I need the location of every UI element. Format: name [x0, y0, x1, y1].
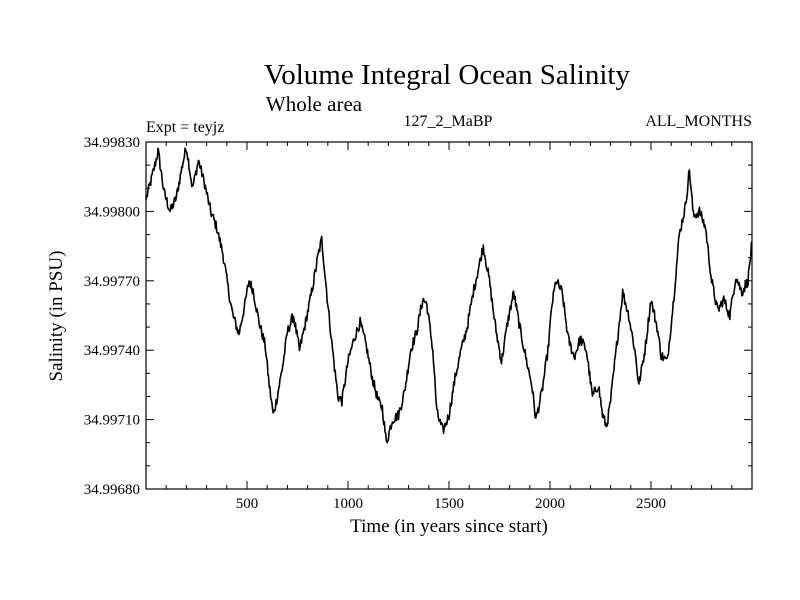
run-id-label: 127_2_MaBP	[404, 113, 493, 130]
x-tick-label: 1000	[333, 496, 363, 512]
x-axis-label: Time (in years since start)	[350, 516, 548, 537]
x-axis-ticks	[165, 142, 733, 489]
experiment-label: Expt = teyjz	[146, 119, 224, 136]
y-tick-label: 34.99800	[84, 204, 140, 220]
y-tick-label: 34.99710	[84, 413, 140, 429]
x-axis-tick-labels: 500 1000 1500 2000 2500	[236, 496, 666, 512]
y-tick-label: 34.99770	[84, 274, 140, 290]
plot-frame	[145, 141, 753, 490]
x-tick-label: 1500	[434, 496, 464, 512]
months-label: ALL_MONTHS	[645, 113, 752, 130]
x-tick-label: 2500	[636, 496, 666, 512]
y-tick-label: 34.99680	[84, 482, 140, 498]
salinity-series-line	[145, 147, 753, 444]
y-axis-ticks	[146, 141, 752, 490]
x-tick-label: 500	[236, 496, 259, 512]
y-tick-label: 34.99830	[84, 135, 140, 151]
chart-title: Volume Integral Ocean Salinity	[264, 59, 630, 91]
chart-subtitle: Whole area	[266, 92, 363, 116]
y-axis-label: Salinity (in PSU)	[46, 251, 67, 382]
y-tick-label: 34.99740	[84, 343, 140, 359]
y-axis-tick-labels: 34.99680 34.99710 34.99740 34.99770 34.99800…	[84, 135, 140, 498]
x-tick-label: 2000	[535, 496, 565, 512]
